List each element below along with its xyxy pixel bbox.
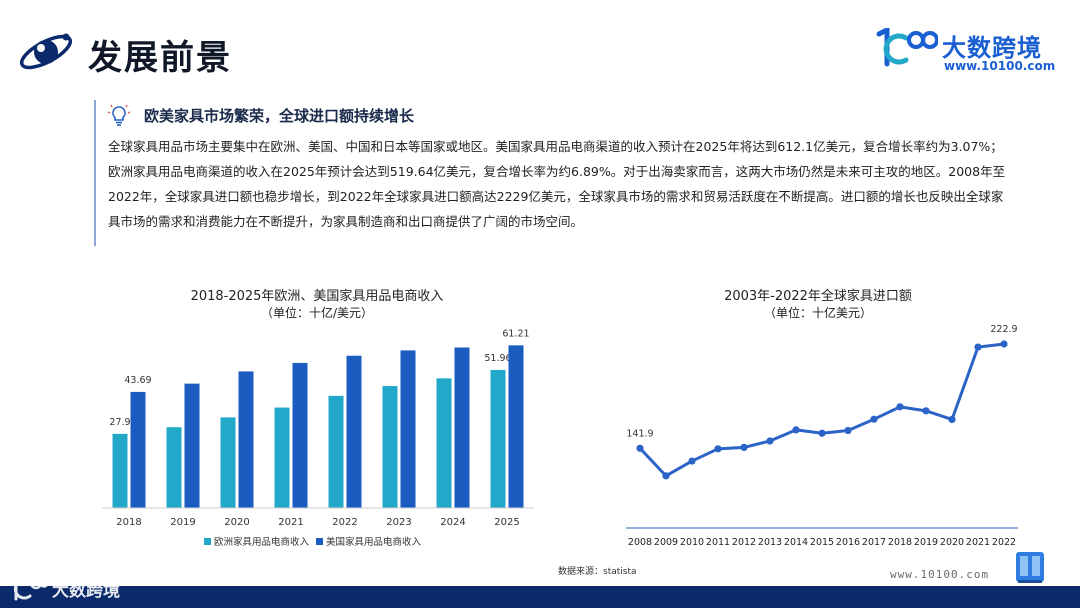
series-line bbox=[638, 342, 1005, 478]
data-label: 43.69 bbox=[124, 375, 151, 386]
source-note: 数据来源：statista bbox=[558, 567, 637, 577]
x-tick-label: 2015 bbox=[810, 537, 834, 548]
page-title: 发展前景 bbox=[88, 38, 232, 78]
watermark-text: 大数跨境 bbox=[52, 581, 120, 601]
bar bbox=[508, 345, 524, 508]
bar bbox=[382, 386, 398, 508]
data-label: 27.9 bbox=[109, 417, 130, 428]
brand-name: 大数跨境 bbox=[942, 34, 1042, 62]
legend-swatch bbox=[316, 538, 323, 545]
chart-subtitle: （单位：十亿/美元） bbox=[261, 305, 373, 320]
legend-swatch bbox=[204, 538, 211, 545]
chart-subtitle: （单位：十亿美元） bbox=[764, 305, 872, 320]
bar bbox=[130, 391, 146, 508]
x-tick-label: 2008 bbox=[628, 537, 652, 548]
x-tick-label: 2018 bbox=[116, 517, 141, 528]
summary-box: 欧美家具市场繁荣，全球进口额持续增长 全球家具用品市场主要集中在欧洲、美国、中国… bbox=[94, 100, 1008, 246]
data-point bbox=[818, 429, 826, 437]
footer-url[interactable]: www.10100.com bbox=[890, 568, 990, 581]
data-point bbox=[870, 415, 878, 423]
bar bbox=[238, 371, 254, 508]
watermark-logo: 大数跨境 bbox=[8, 573, 148, 604]
x-tick-label: 2025 bbox=[494, 517, 519, 528]
chart-title: 2003年-2022年全球家具进口额 bbox=[724, 288, 912, 304]
data-point bbox=[792, 426, 800, 434]
bar bbox=[292, 362, 308, 508]
building-icon bbox=[1016, 552, 1044, 583]
x-tick-label: 2022 bbox=[992, 537, 1016, 548]
header: 发展前景 大数跨境 www.10100.com bbox=[0, 0, 1080, 90]
bar bbox=[274, 407, 290, 508]
x-tick-label: 2018 bbox=[888, 537, 912, 548]
watermark-mark-icon bbox=[9, 573, 49, 601]
x-tick-label: 2017 bbox=[862, 537, 886, 548]
data-point bbox=[974, 343, 982, 351]
data-label: 51.96 bbox=[484, 353, 511, 364]
x-tick-label: 2019 bbox=[914, 537, 938, 548]
x-tick-label: 2011 bbox=[706, 537, 730, 548]
bar bbox=[400, 350, 416, 508]
legend-label: 美国家具用品电商收入 bbox=[326, 536, 422, 548]
data-label: 61.21 bbox=[502, 328, 529, 339]
line-chart-furniture-imports: 2003年-2022年全球家具进口额（单位：十亿美元） 141.9 222.9 200… bbox=[626, 288, 1018, 548]
x-tick-label: 2016 bbox=[836, 537, 860, 548]
data-point bbox=[922, 407, 930, 415]
bar bbox=[346, 355, 362, 508]
legend-label: 欧洲家具用品电商收入 bbox=[214, 536, 310, 548]
planet-icon bbox=[19, 33, 73, 70]
x-tick-label: 2009 bbox=[654, 537, 678, 548]
bar bbox=[220, 417, 236, 508]
data-point bbox=[714, 445, 722, 453]
data-point bbox=[766, 437, 774, 445]
x-tick-label: 2024 bbox=[440, 517, 465, 528]
bar bbox=[184, 383, 200, 508]
bar bbox=[328, 395, 344, 508]
footer-bar bbox=[0, 586, 1080, 608]
x-tick-label: 2020 bbox=[224, 517, 249, 528]
brand-url[interactable]: www.10100.com bbox=[944, 59, 1056, 73]
x-tick-label: 2022 bbox=[332, 517, 357, 528]
x-tick-label: 2020 bbox=[940, 537, 964, 548]
summary-heading: 欧美家具市场繁荣，全球进口额持续增长 bbox=[144, 107, 415, 125]
data-point bbox=[662, 472, 670, 480]
data-point bbox=[1000, 340, 1008, 348]
brand-logo[interactable]: 大数跨境 www.10100.com bbox=[876, 26, 1056, 76]
x-tick-label: 2021 bbox=[966, 537, 990, 548]
data-point bbox=[896, 403, 904, 411]
bar bbox=[436, 378, 452, 508]
bar bbox=[166, 427, 182, 508]
x-tick-label: 2014 bbox=[784, 537, 808, 548]
data-point bbox=[740, 443, 748, 452]
lightbulb-icon bbox=[108, 104, 130, 126]
bar bbox=[112, 433, 128, 508]
data-point bbox=[948, 415, 956, 424]
data-point bbox=[636, 444, 644, 452]
brand-mark-icon bbox=[876, 28, 938, 67]
x-tick-label: 2021 bbox=[278, 517, 303, 528]
x-tick-label: 2023 bbox=[386, 517, 411, 528]
data-point bbox=[688, 457, 696, 465]
data-label: 141.9 bbox=[626, 428, 653, 439]
data-label: 222.9 bbox=[990, 324, 1017, 335]
chart-title: 2018-2025年欧洲、美国家具用品电商收入 bbox=[191, 288, 444, 304]
x-tick-label: 2013 bbox=[758, 537, 782, 548]
x-tick-label: 2012 bbox=[732, 537, 756, 548]
summary-text: 全球家具用品市场主要集中在欧洲、美国、中国和日本等国家或地区。美国家具用品电商渠… bbox=[108, 139, 1006, 229]
x-tick-label: 2010 bbox=[680, 537, 704, 548]
bar bbox=[454, 347, 470, 508]
data-point bbox=[844, 426, 852, 435]
x-tick-label: 2019 bbox=[170, 517, 195, 528]
bar bbox=[490, 369, 506, 508]
bar-chart-ecommerce-revenue: 2018-2025年欧洲、美国家具用品电商收入（单位：十亿/美元） 27.9 43.… bbox=[102, 288, 534, 548]
